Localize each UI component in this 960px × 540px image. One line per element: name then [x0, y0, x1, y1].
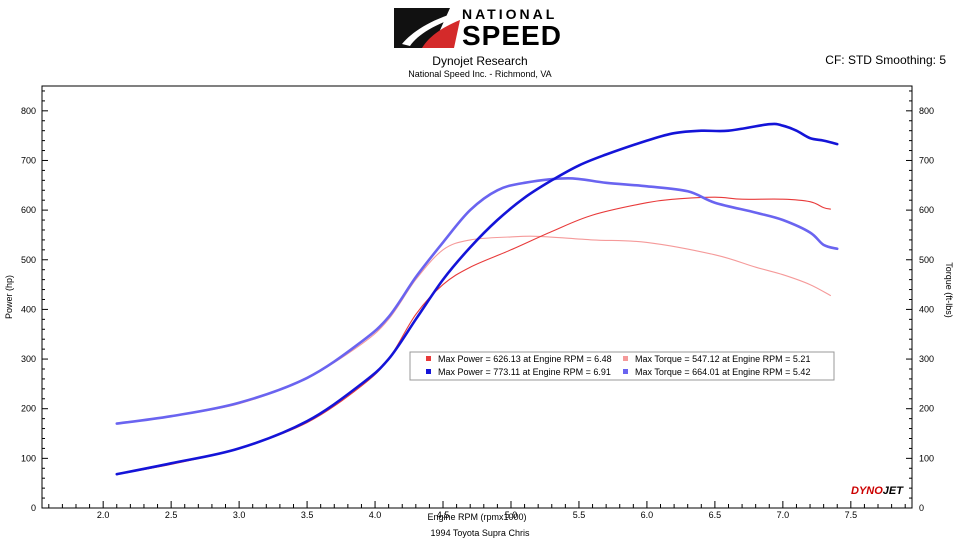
legend-entry: Max Power = 773.11 at Engine RPM = 6.91: [438, 367, 611, 377]
x-tick-label: 2.0: [97, 510, 110, 520]
x-tick-label: 5.5: [573, 510, 586, 520]
legend-swatch: [426, 356, 431, 361]
report-title: Dynojet Research: [432, 54, 528, 68]
y-tick-label-left: 700: [21, 155, 36, 165]
y-tick-label-left: 200: [21, 404, 36, 414]
x-tick-label: 2.5: [165, 510, 178, 520]
x-tick-label: 7.0: [777, 510, 790, 520]
x-tick-label: 5.0: [505, 510, 518, 520]
correction-settings: CF: STD Smoothing: 5: [825, 53, 946, 67]
report-subtitle: National Speed Inc. - Richmond, VA: [408, 69, 552, 79]
y-tick-label-right: 300: [919, 354, 934, 364]
x-tick-label: 6.5: [709, 510, 722, 520]
y-tick-label-right: 100: [919, 453, 934, 463]
legend-box: [409, 351, 835, 381]
dynojet-logo-text-a: DYNO: [851, 485, 883, 497]
y-tick-label-right: 700: [919, 155, 934, 165]
y-tick-label-right: 0: [919, 503, 924, 513]
x-tick-label: 4.5: [437, 510, 450, 520]
y-tick-label-left: 800: [21, 106, 36, 116]
y-tick-label-left: 500: [21, 255, 36, 265]
plot-area: [41, 85, 913, 509]
x-axis: 2.0 2.5 3.0 3.5 4.0 4.5 5.0 5.5 6.0 6.5 7.0 7.5: [48, 501, 906, 520]
series-line-blue-light: [115, 177, 839, 425]
y-tick-label-right: 500: [919, 255, 934, 265]
run-name: 1994 Toyota Supra Chris: [430, 528, 530, 538]
y-tick-label-left: 300: [21, 354, 36, 364]
brand-name-top: NATIONAL: [462, 6, 558, 22]
legend-entry: Max Power = 626.13 at Engine RPM = 6.48: [438, 354, 612, 364]
right-axis: 0 100 200 300 400 500 600 700 800: [906, 90, 934, 513]
national-speed-logo-icon: [394, 8, 460, 48]
x-tick-label: 3.5: [301, 510, 314, 520]
legend: Max Power = 626.13 at Engine RPM = 6.48 M…: [409, 351, 835, 381]
legend-swatch: [623, 369, 628, 374]
x-tick-label: 6.0: [641, 510, 654, 520]
dynojet-logo: DYNOJET: [851, 485, 903, 497]
left-axis: 0 100 200 300 400 500 600 700 800: [21, 90, 48, 513]
x-axis-label: Engine RPM (rpmx1000): [427, 512, 526, 522]
y-axis-label-right: Torque (ft-lbs): [944, 262, 954, 318]
legend-entry: Max Torque = 547.12 at Engine RPM = 5.21: [635, 354, 810, 364]
y-tick-label-right: 800: [919, 106, 934, 116]
y-tick-label-right: 600: [919, 205, 934, 215]
y-tick-label-right: 400: [919, 304, 934, 314]
y-tick-label-right: 200: [919, 404, 934, 414]
y-tick-label-left: 400: [21, 304, 36, 314]
x-tick-label: 4.0: [369, 510, 382, 520]
y-tick-label-left: 0: [31, 503, 36, 513]
y-axis-label-left: Power (hp): [4, 275, 14, 319]
brand-name-bottom: SPEED: [462, 20, 562, 51]
x-tick-label: 7.5: [845, 510, 858, 520]
series-line-blue-dark: [115, 122, 839, 476]
y-tick-label-left: 600: [21, 205, 36, 215]
y-tick-label-left: 100: [21, 453, 36, 463]
x-tick-label: 3.0: [233, 510, 246, 520]
curves: [115, 122, 839, 476]
legend-swatch: [426, 369, 431, 374]
dynojet-logo-text-b: JET: [882, 485, 903, 497]
legend-entry: Max Torque = 664.01 at Engine RPM = 5.42: [635, 367, 810, 377]
series-line-red-dark: [116, 196, 831, 475]
legend-swatch: [623, 356, 628, 361]
